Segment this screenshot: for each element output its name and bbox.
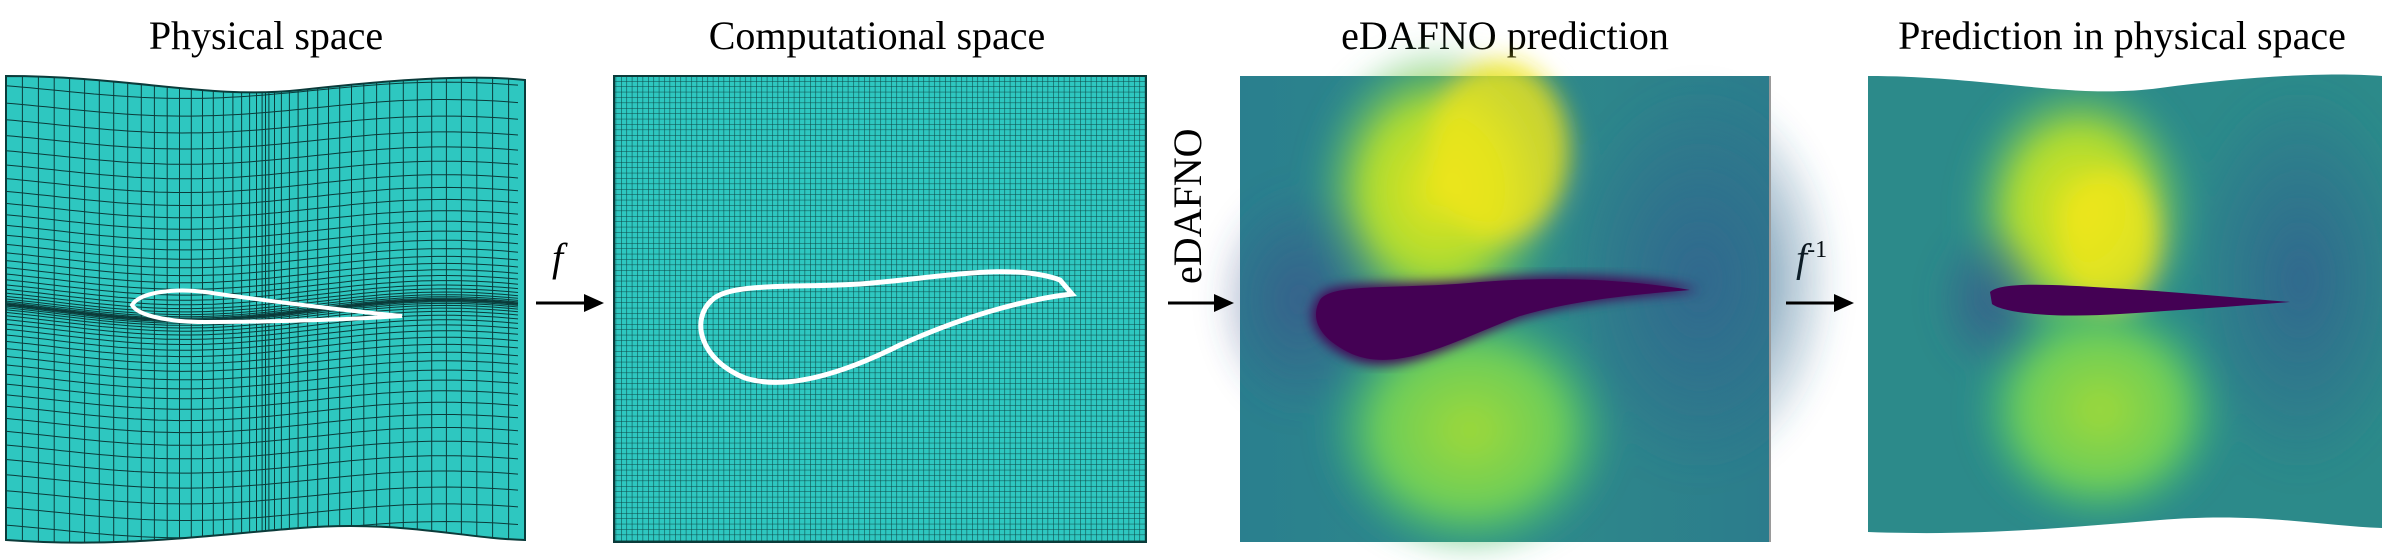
- airfoil-outline-physical: [129, 288, 403, 325]
- arrow-edafno: [1168, 294, 1234, 312]
- computational-grid-panel: [613, 75, 1147, 543]
- panel-title-prediction-physical-space: Prediction in physical space: [1898, 13, 2346, 58]
- edafno-prediction-panel: [1210, 40, 1840, 560]
- physical-mesh-panel: [5, 74, 526, 544]
- arrow-f-inverse: [1786, 294, 1854, 312]
- prediction-physical-panel: [1868, 74, 2382, 534]
- arrow-f: [536, 294, 604, 312]
- airfoil-outline-computational: [698, 269, 1077, 385]
- map-f-label: f: [552, 235, 564, 280]
- airfoil-wake-physical: [1990, 284, 2290, 316]
- panel-title-computational-space: Computational space: [708, 13, 1046, 58]
- panel-title-physical-space: Physical space: [148, 13, 384, 58]
